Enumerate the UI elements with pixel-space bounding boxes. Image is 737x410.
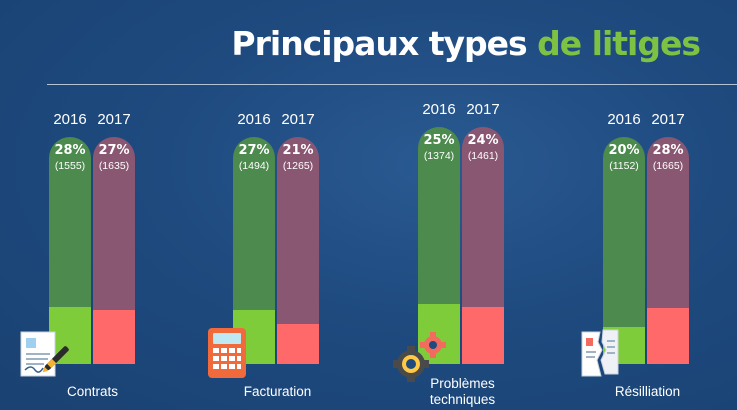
- bar-2017: 21% (1265): [277, 137, 319, 364]
- percent-label: 25%: [423, 133, 455, 148]
- count-label: (1265): [282, 160, 314, 172]
- bar-top-segment: [647, 137, 689, 308]
- bar-bottom-segment: [277, 324, 319, 364]
- bar-2016: 28% (1555): [49, 137, 91, 364]
- year-label: 2016: [237, 111, 271, 128]
- percent-label: 28%: [54, 143, 86, 158]
- percent-label: 27%: [238, 143, 270, 158]
- bar-2016: 20% (1152): [603, 137, 645, 364]
- torn-document-icon: [581, 329, 619, 377]
- count-label: (1152): [609, 160, 639, 172]
- year-label: 2017: [281, 111, 315, 128]
- bar-top-segment: [277, 137, 319, 324]
- bar-2017: 27% (1635): [93, 137, 135, 364]
- count-label: (1374): [423, 150, 455, 162]
- category-label: Contrats: [66, 384, 119, 399]
- bar-bottom-segment: [462, 307, 504, 364]
- category-label: Problèmes techniques: [429, 376, 496, 407]
- bar-top-segment: [233, 137, 275, 310]
- bar-top-segment: [462, 127, 504, 307]
- bar-top-segment: [603, 137, 645, 327]
- year-label: 2017: [466, 101, 500, 118]
- percent-label: 24%: [467, 133, 499, 148]
- chart-title: Principaux types de litiges: [0, 24, 701, 63]
- bar-top-segment: [49, 137, 91, 307]
- category-label: Résilliation: [614, 384, 681, 399]
- bar-2017: 28% (1665): [647, 137, 689, 364]
- gears-icon: [393, 332, 446, 382]
- count-label: (1555): [54, 160, 86, 172]
- bar-bottom-segment: [49, 307, 91, 364]
- percent-label: 28%: [652, 143, 684, 158]
- count-label: (1635): [98, 160, 130, 172]
- count-label: (1461): [467, 150, 499, 162]
- bar-bottom-segment: [418, 304, 460, 364]
- bar-bottom-segment: [93, 310, 135, 364]
- title-part-1: Principaux types: [231, 24, 538, 63]
- title-part-2: de litiges: [537, 24, 701, 63]
- bar-top-segment: [418, 127, 460, 304]
- percent-label: 20%: [608, 143, 640, 158]
- count-label: (1665): [652, 160, 684, 172]
- year-label: 2016: [422, 101, 456, 118]
- percent-label: 21%: [282, 143, 314, 158]
- bar-bottom-segment: [647, 308, 689, 364]
- category-label: Facturation: [243, 384, 312, 399]
- bar-top-segment: [93, 137, 135, 310]
- year-label: 2016: [607, 111, 641, 128]
- year-label: 2017: [651, 111, 685, 128]
- title-divider: [47, 84, 737, 85]
- calculator-icon: [208, 328, 246, 378]
- percent-label: 27%: [98, 143, 130, 158]
- count-label: (1494): [238, 160, 270, 172]
- contract-signature-icon: [20, 331, 69, 377]
- year-label: 2017: [97, 111, 131, 128]
- bar-2016: 25% (1374): [418, 127, 460, 364]
- year-label: 2016: [53, 111, 87, 128]
- bar-2017: 24% (1461): [462, 127, 504, 364]
